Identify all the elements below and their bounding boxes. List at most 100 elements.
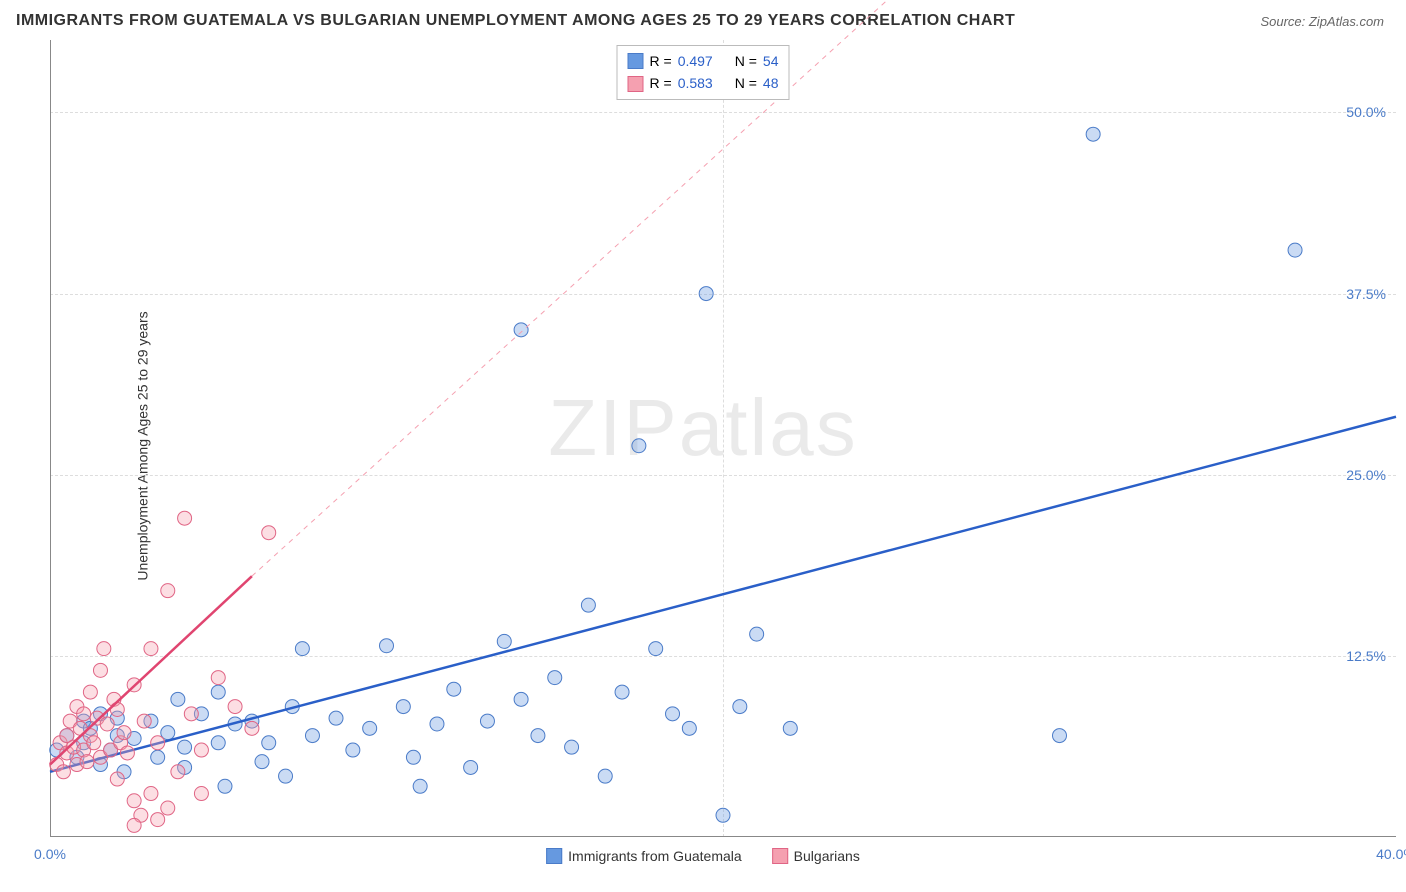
r-label: R =: [650, 72, 672, 94]
n-label: N =: [735, 50, 757, 72]
r-value-1: 0.497: [678, 50, 713, 72]
data-point: [581, 598, 595, 612]
data-point: [329, 711, 343, 725]
data-point: [218, 779, 232, 793]
data-point: [255, 755, 269, 769]
swatch-series-2: [628, 76, 644, 92]
data-point: [262, 526, 276, 540]
data-point: [245, 721, 259, 735]
data-point: [151, 813, 165, 827]
data-point: [1086, 127, 1100, 141]
legend-label: Bulgarians: [794, 848, 860, 864]
data-point: [666, 707, 680, 721]
data-point: [480, 714, 494, 728]
data-point: [93, 663, 107, 677]
data-point: [305, 729, 319, 743]
data-point: [1053, 729, 1067, 743]
data-point: [80, 755, 94, 769]
data-point: [211, 685, 225, 699]
data-point: [548, 671, 562, 685]
data-point: [110, 702, 124, 716]
data-point: [380, 639, 394, 653]
r-label: R =: [650, 50, 672, 72]
source-label: Source: ZipAtlas.com: [1260, 14, 1384, 29]
data-point: [110, 772, 124, 786]
data-point: [83, 685, 97, 699]
data-point: [413, 779, 427, 793]
scatter-plot-svg: [50, 40, 1396, 837]
data-point: [127, 794, 141, 808]
data-point: [194, 743, 208, 757]
data-point: [565, 740, 579, 754]
data-point: [396, 700, 410, 714]
data-point: [447, 682, 461, 696]
data-point: [56, 765, 70, 779]
data-point: [184, 707, 198, 721]
n-value-1: 54: [763, 50, 779, 72]
data-point: [279, 769, 293, 783]
data-point: [87, 736, 101, 750]
data-point: [716, 808, 730, 822]
swatch-series-1: [628, 53, 644, 69]
data-point: [615, 685, 629, 699]
data-point: [211, 736, 225, 750]
data-point: [598, 769, 612, 783]
data-point: [194, 787, 208, 801]
data-point: [127, 818, 141, 832]
data-point: [171, 765, 185, 779]
legend-item: Bulgarians: [772, 848, 860, 864]
data-point: [1288, 243, 1302, 257]
data-point: [363, 721, 377, 735]
data-point: [97, 642, 111, 656]
data-point: [178, 511, 192, 525]
stats-row-series-1: R = 0.497 N = 54: [628, 50, 779, 72]
data-point: [100, 717, 114, 731]
stats-box: R = 0.497 N = 54 R = 0.583 N = 48: [617, 45, 790, 100]
data-point: [171, 692, 185, 706]
data-point: [632, 439, 646, 453]
data-point: [514, 323, 528, 337]
data-point: [151, 736, 165, 750]
data-point: [699, 287, 713, 301]
y-tick-label: 25.0%: [1346, 467, 1386, 483]
data-point: [120, 746, 134, 760]
data-point: [649, 642, 663, 656]
legend-label: Immigrants from Guatemala: [568, 848, 742, 864]
data-point: [406, 750, 420, 764]
data-point: [295, 642, 309, 656]
legend: Immigrants from Guatemala Bulgarians: [546, 848, 860, 864]
n-label: N =: [735, 72, 757, 94]
data-point: [531, 729, 545, 743]
data-point: [137, 714, 151, 728]
x-tick-label: 0.0%: [34, 846, 66, 862]
y-tick-label: 50.0%: [1346, 104, 1386, 120]
data-point: [151, 750, 165, 764]
data-point: [497, 634, 511, 648]
data-point: [161, 801, 175, 815]
data-point: [144, 642, 158, 656]
data-point: [682, 721, 696, 735]
y-tick-label: 12.5%: [1346, 648, 1386, 664]
data-point: [783, 721, 797, 735]
data-point: [178, 740, 192, 754]
data-point: [161, 584, 175, 598]
r-value-2: 0.583: [678, 72, 713, 94]
data-point: [228, 700, 242, 714]
data-point: [733, 700, 747, 714]
data-point: [346, 743, 360, 757]
data-point: [514, 692, 528, 706]
data-point: [144, 787, 158, 801]
x-tick-label: 40.0%: [1376, 846, 1406, 862]
y-tick-label: 37.5%: [1346, 286, 1386, 302]
legend-swatch: [772, 848, 788, 864]
trend-line: [50, 417, 1396, 772]
data-point: [430, 717, 444, 731]
data-point: [262, 736, 276, 750]
data-point: [117, 726, 131, 740]
chart-title: IMMIGRANTS FROM GUATEMALA VS BULGARIAN U…: [16, 12, 1015, 30]
data-point: [211, 671, 225, 685]
n-value-2: 48: [763, 72, 779, 94]
legend-swatch: [546, 848, 562, 864]
trend-line-ext: [252, 0, 891, 576]
data-point: [464, 760, 478, 774]
